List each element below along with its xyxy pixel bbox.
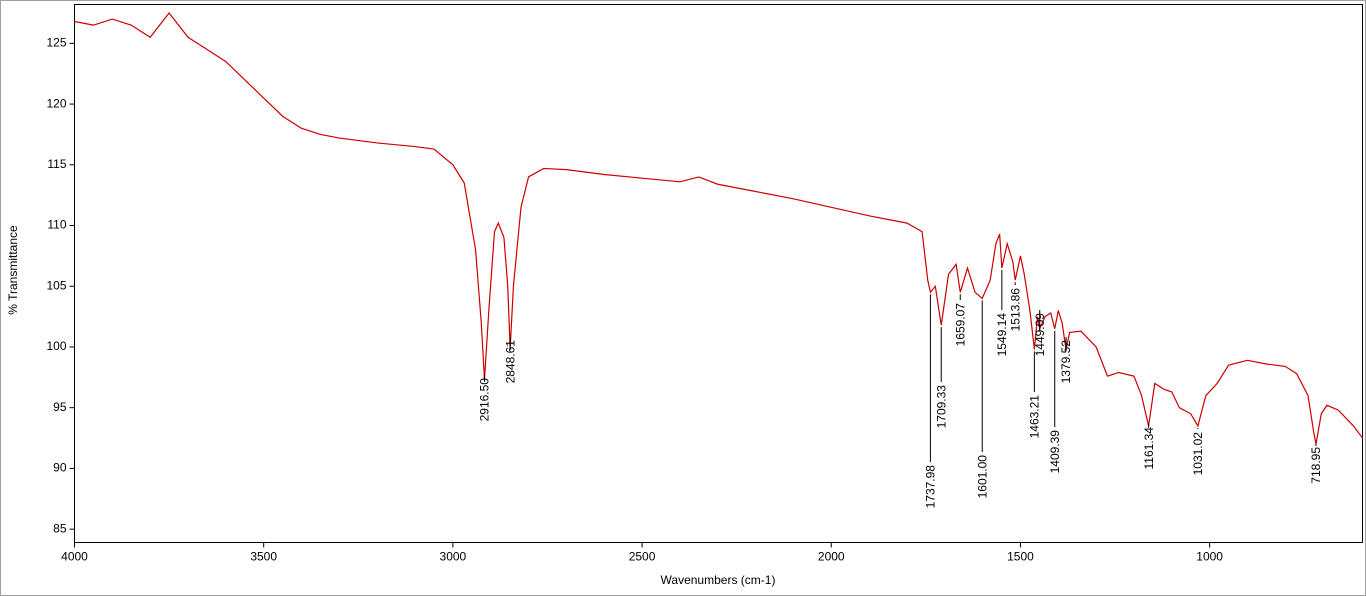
peak-label: 1463.21 — [1028, 395, 1042, 439]
peak-label: 1659.07 — [953, 303, 967, 347]
x-axis-title: Wavenumbers (cm-1) — [661, 573, 776, 587]
x-tick-label: 2500 — [629, 550, 656, 564]
peak-label: 718.95 — [1309, 447, 1323, 484]
spectrum-line — [74, 12, 1363, 445]
y-tick-label: 85 — [53, 521, 67, 535]
peak-label: 1161.34 — [1142, 427, 1156, 470]
x-tick-label: 1500 — [1007, 550, 1034, 564]
peak-label: 1513.86 — [1008, 288, 1022, 332]
y-axis-title: % Transmittance — [6, 225, 20, 315]
y-tick-label: 95 — [53, 400, 67, 414]
peak-label: 1031.02 — [1191, 432, 1205, 476]
x-tick-label: 3000 — [440, 550, 467, 564]
y-tick-label: 115 — [47, 157, 66, 171]
y-tick-label: 120 — [46, 96, 66, 110]
y-tick-label: 90 — [53, 461, 67, 475]
x-tick-label: 4000 — [61, 550, 88, 564]
y-tick-label: 105 — [46, 278, 66, 292]
peak-label: 1601.00 — [975, 455, 989, 499]
y-tick-label: 125 — [46, 36, 66, 50]
x-tick-label: 2000 — [818, 550, 845, 564]
y-tick-label: 110 — [47, 218, 66, 232]
y-tick-label: 100 — [46, 339, 66, 353]
peak-label: 1549.14 — [995, 313, 1009, 357]
peak-label: 1379.52 — [1059, 340, 1073, 384]
peak-label: 1709.33 — [934, 385, 948, 429]
peak-label: 2916.50 — [478, 378, 492, 422]
x-tick-label: 1000 — [1196, 550, 1223, 564]
x-tick-label: 3500 — [250, 550, 277, 564]
peak-label: 1449.09 — [1033, 313, 1047, 357]
peak-label: 2848.61 — [503, 340, 517, 384]
peak-label: 1737.98 — [924, 465, 938, 509]
plot-frame — [74, 4, 1363, 543]
peak-label: 1409.39 — [1048, 430, 1062, 474]
